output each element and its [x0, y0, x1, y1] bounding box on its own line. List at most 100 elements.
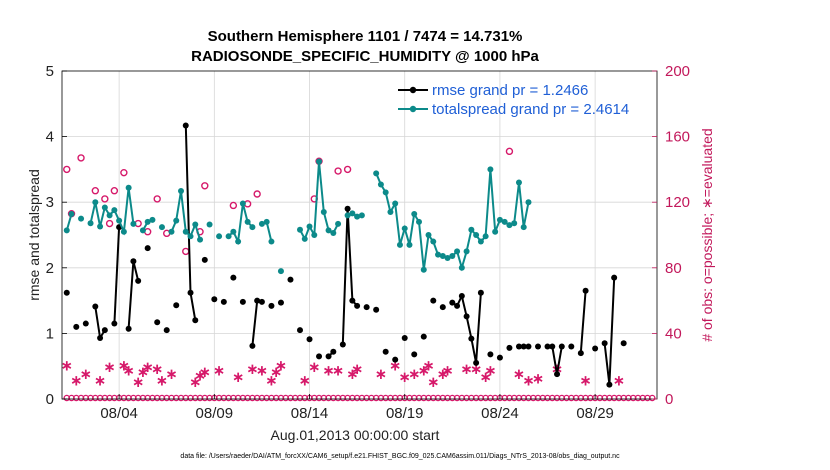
series-point-0 — [163, 327, 170, 334]
series-point-0 — [111, 320, 118, 327]
series-point-1 — [477, 238, 484, 245]
series-point-1 — [125, 184, 132, 191]
series-point-1 — [206, 221, 213, 228]
series-point-0 — [515, 343, 522, 350]
obs-evaluated-point: ∗ — [103, 358, 116, 376]
obs-possible-point — [120, 168, 128, 177]
series-point-1 — [449, 252, 456, 259]
y-axis-right-label: # of obs: o=possible; ∗=evaluated — [699, 128, 715, 341]
legend: rmse grand pr = 1.2466 totalspread grand … — [398, 82, 629, 118]
y-tick-label-left: 5 — [46, 63, 54, 80]
axis-ticks: 0 1 2 3 4 5 0 40 80 120 160 200 08/04 08/09 08/14 08/19… — [46, 63, 690, 422]
obs-evaluated-point: ∗ — [199, 363, 212, 381]
chart-title-line2: RADIOSONDE_SPECIFIC_HUMIDITY @ 1000 hPa — [191, 48, 539, 65]
series-point-0 — [449, 299, 456, 306]
obs-evaluated-point: ∗ — [417, 361, 430, 379]
obs-possible-point — [77, 154, 85, 162]
series-point-1 — [178, 188, 184, 195]
obs-possible-point — [110, 187, 119, 195]
series-point-0 — [363, 304, 370, 311]
series-point-0 — [297, 327, 303, 334]
obs-possible-point — [229, 201, 238, 210]
series-point-0 — [192, 317, 199, 324]
obs-possible-point — [505, 147, 514, 156]
x-axis-label: Aug.01,2013 00:00:00 start — [271, 427, 440, 443]
series-point-0 — [463, 313, 470, 320]
obs-evaluated-point: ∗ — [141, 358, 154, 376]
series-point-0 — [92, 303, 99, 310]
x-tick-label: 08/04 — [100, 405, 138, 422]
series-point-0 — [554, 371, 561, 378]
series-point-1 — [439, 252, 446, 259]
chart-title-line1: Southern Hemisphere 1101 / 7474 = 14.731… — [208, 28, 523, 45]
series-point-0 — [411, 351, 418, 358]
legend-marker-1 — [409, 105, 417, 113]
series-point-0 — [392, 356, 399, 363]
obs-evaluated-point: ∗ — [441, 361, 454, 379]
obs-evaluated-point: ∗ — [351, 360, 364, 378]
series-line-0 — [341, 208, 358, 345]
y-tick-label-right: 120 — [665, 194, 690, 211]
series-point-1 — [197, 236, 204, 243]
obs-possible-point — [182, 247, 190, 256]
series-point-0 — [258, 298, 265, 305]
series-point-0 — [535, 343, 541, 350]
series-point-0 — [73, 323, 80, 330]
x-tick-label: 08/29 — [576, 405, 614, 422]
series-point-1 — [492, 228, 499, 235]
series-point-1 — [249, 224, 256, 231]
obs-evaluated-point: ∗ — [189, 373, 202, 391]
y-tick-label-right: 200 — [665, 63, 690, 80]
series-point-0 — [239, 298, 246, 305]
series-point-0 — [506, 344, 513, 351]
series-point-0 — [525, 343, 532, 350]
series-point-0 — [97, 334, 104, 341]
series-point-1 — [116, 217, 123, 224]
x-tick-label: 08/14 — [291, 405, 329, 422]
obs-possible-point — [343, 165, 352, 174]
series-point-0 — [339, 341, 346, 348]
series-point-0 — [173, 302, 180, 309]
obs-evaluated-point: ∗ — [532, 370, 545, 388]
series-point-1 — [139, 227, 146, 234]
series-point-1 — [430, 238, 437, 245]
series-point-0 — [496, 354, 503, 361]
obs-evaluated-point: ∗ — [270, 363, 283, 381]
series-point-1 — [396, 241, 403, 248]
series-point-1 — [325, 227, 332, 234]
series-line-0 — [113, 227, 121, 324]
obs-evaluated-point: ∗ — [389, 357, 402, 375]
series-point-1 — [235, 238, 242, 245]
series-point-1 — [496, 216, 503, 223]
series-point-0 — [201, 256, 208, 263]
series-point-1 — [187, 233, 194, 240]
series-point-0 — [354, 302, 361, 309]
series-point-1 — [506, 222, 513, 229]
obs-evaluated-point: ∗ — [375, 365, 388, 383]
x-tick-label: 08/09 — [196, 405, 234, 422]
series-point-1 — [297, 226, 303, 233]
series-point-1 — [487, 166, 494, 173]
series-point-1 — [349, 210, 356, 217]
series-point-1 — [101, 204, 108, 211]
series-point-1 — [263, 218, 270, 225]
series-point-1 — [130, 220, 137, 227]
series-point-1 — [144, 218, 151, 225]
series-point-1 — [68, 211, 75, 218]
series-point-0 — [373, 306, 380, 313]
obs-possible-point — [201, 182, 209, 190]
obs-evaluated-point: ∗ — [213, 361, 226, 379]
y-tick-label-right: 0 — [665, 391, 673, 408]
series-point-0 — [520, 343, 527, 350]
obs-evaluated-point: ∗ — [156, 371, 169, 389]
series-point-1 — [335, 220, 342, 227]
obs-evaluated-point: ∗ — [427, 373, 440, 391]
obs-evaluated-point: ∗ — [484, 361, 497, 379]
obs-evaluated-point: ∗ — [437, 365, 450, 383]
y-tick-label-left: 4 — [46, 129, 54, 146]
series-point-1 — [482, 233, 489, 240]
obs-evaluated-point: ∗ — [194, 366, 207, 384]
series-line-0 — [127, 260, 140, 329]
series-point-0 — [182, 122, 189, 129]
obs-evaluated-point: ∗ — [479, 368, 492, 386]
